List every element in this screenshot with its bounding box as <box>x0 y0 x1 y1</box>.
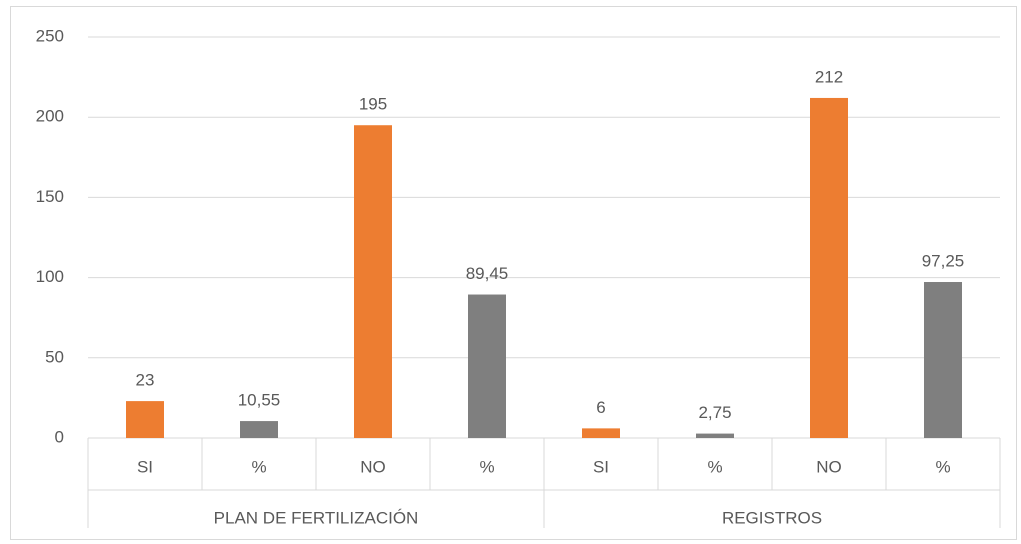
bar <box>468 294 506 438</box>
chart-border <box>10 6 1017 540</box>
x-tick-label: % <box>251 457 266 476</box>
bar <box>696 433 734 438</box>
bar <box>240 421 278 438</box>
data-label: 23 <box>136 371 155 390</box>
data-label: 2,75 <box>698 403 731 422</box>
data-label: 195 <box>359 95 387 114</box>
data-label: 10,55 <box>238 391 281 410</box>
bar <box>126 401 164 438</box>
bar <box>354 125 392 438</box>
y-tick-label: 200 <box>36 107 64 126</box>
x-tick-label: SI <box>593 457 609 476</box>
x-tick-label: % <box>707 457 722 476</box>
data-label: 212 <box>815 67 843 86</box>
y-tick-label: 100 <box>36 267 64 286</box>
group-label: REGISTROS <box>722 508 822 527</box>
data-label: 89,45 <box>466 264 509 283</box>
x-tick-label: % <box>479 457 494 476</box>
bar <box>924 282 962 438</box>
x-tick-label: SI <box>137 457 153 476</box>
data-label: 6 <box>596 398 605 417</box>
bar <box>582 428 620 438</box>
y-tick-label: 150 <box>36 187 64 206</box>
x-tick-label: NO <box>360 457 386 476</box>
group-label: PLAN DE FERTILIZACIÓN <box>214 508 419 527</box>
y-tick-label: 0 <box>55 427 64 446</box>
y-tick-label: 250 <box>36 26 64 45</box>
y-tick-label: 50 <box>45 347 64 366</box>
x-tick-label: % <box>935 457 950 476</box>
data-label: 97,25 <box>922 251 965 270</box>
x-tick-label: NO <box>816 457 842 476</box>
bar <box>810 97 848 439</box>
